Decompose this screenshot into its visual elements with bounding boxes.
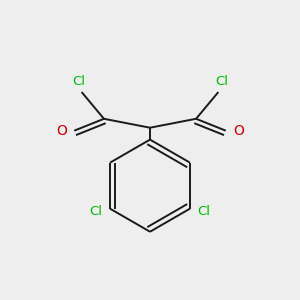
- Text: O: O: [233, 124, 244, 138]
- Text: O: O: [56, 124, 67, 138]
- Text: Cl: Cl: [90, 205, 103, 218]
- Text: Cl: Cl: [197, 205, 210, 218]
- Text: Cl: Cl: [215, 76, 228, 88]
- Text: Cl: Cl: [72, 76, 85, 88]
